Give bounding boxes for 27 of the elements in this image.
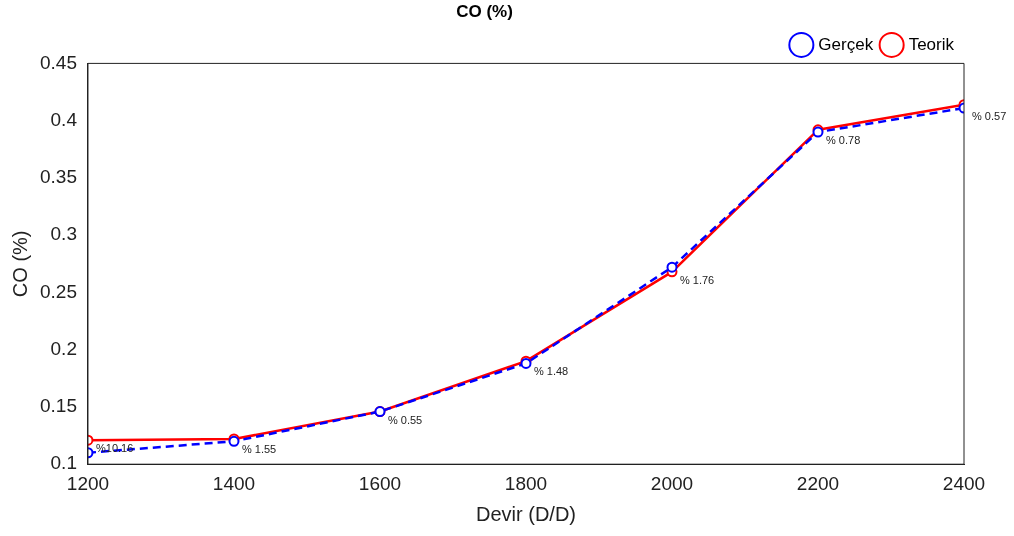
annotation: % 0.78 <box>826 134 861 147</box>
x-tick-label: 2200 <box>796 472 840 494</box>
x-tick-label: 1400 <box>212 472 256 494</box>
y-tick-label: 0.1 <box>50 452 77 474</box>
x-axis-title: Devir (D/D) <box>475 502 576 525</box>
x-tick-label: 1800 <box>504 472 548 494</box>
annotation: % 1.48 <box>533 365 569 378</box>
y-tick-label: 0.2 <box>50 337 77 359</box>
legend-label: Teorik <box>908 34 955 54</box>
y-tick-label: 0.45 <box>40 51 77 73</box>
annotation: % 1.55 <box>241 443 277 456</box>
x-tick-label: 1600 <box>358 472 402 494</box>
y-tick-label: 0.25 <box>40 280 77 302</box>
x-tick-label: 2400 <box>942 472 986 494</box>
chart-title: CO (%) <box>456 1 513 21</box>
y-tick-label: 0.4 <box>50 108 78 130</box>
annotation: %10.16 <box>95 442 134 455</box>
x-tick-label: 2000 <box>650 472 694 494</box>
y-axis-title: CO (%) <box>8 230 31 298</box>
annotation: % 0.57 <box>972 110 1007 123</box>
y-tick-label: 0.3 <box>50 223 77 245</box>
y-tick-label: 0.35 <box>40 166 77 188</box>
y-tick-label: 0.15 <box>40 395 77 417</box>
annotation: % 0.55 <box>387 413 423 426</box>
annotation: % 1.76 <box>679 273 715 286</box>
legend-label: Gerçek <box>818 34 874 54</box>
x-tick-label: 1200 <box>66 472 110 494</box>
